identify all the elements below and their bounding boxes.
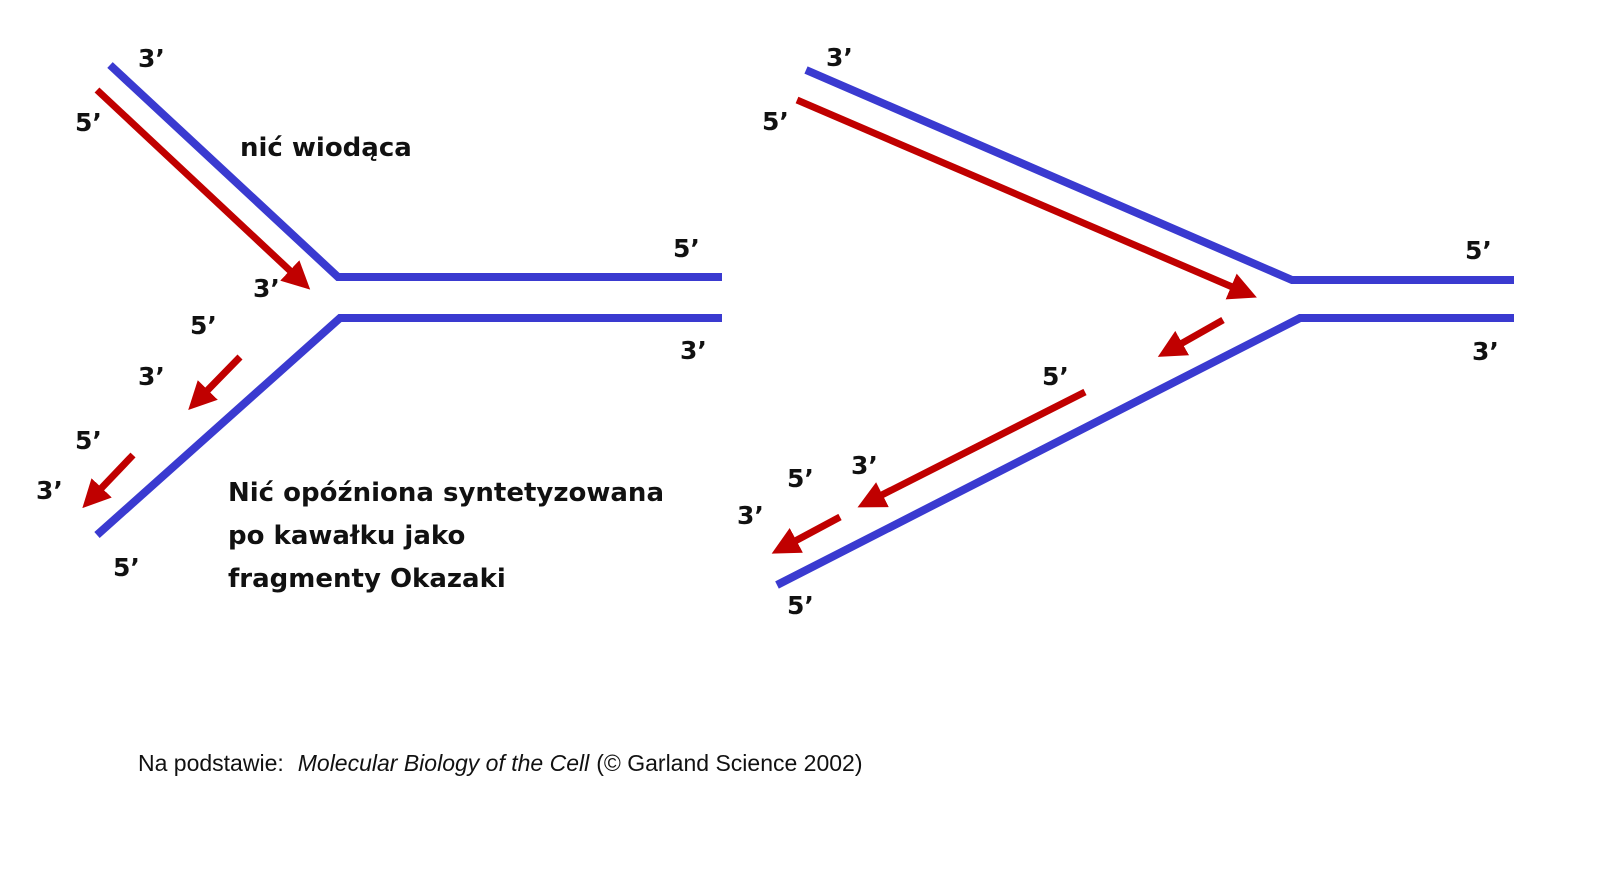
citation-suffix: (© Garland Science 2002) [596,750,862,776]
strand-end-label: 3’ [737,501,764,530]
strand-end-label: 5’ [113,553,140,582]
strand-end-label: 3’ [253,274,280,303]
citation-title: Molecular Biology of the Cell [298,750,590,776]
okazaki-fragment [771,513,842,554]
template-strand [775,314,1514,589]
okazaki-fragment [1157,316,1225,357]
strand-end-label: 5’ [1042,362,1069,391]
okazaki-fragment [82,452,136,509]
template-strand [804,66,1514,284]
strand-end-label: 5’ [762,107,789,136]
leading-strand-label: nić wiodąca [240,133,412,163]
strand-end-label: 5’ [673,234,700,263]
strand-end-label: 5’ [190,311,217,340]
strand-end-label: 3’ [138,362,165,391]
strand-end-label: 3’ [138,44,165,73]
okazaki-fragment [857,388,1087,508]
strand-end-label: 3’ [36,476,63,505]
strand-end-label: 5’ [1465,236,1492,265]
leading-strand-arrow [795,96,1257,300]
lagging-strand-label: Nić opóźniona syntetyzowana [228,478,664,508]
okazaki-fragment [188,354,243,411]
strand-end-label: 5’ [75,108,102,137]
template-strand [94,314,722,538]
citation: Na podstawie: Molecular Biology of the Ce… [138,750,863,776]
strand-end-label: 5’ [787,591,814,620]
strand-end-label: 5’ [787,464,814,493]
strand-end-label: 3’ [851,451,878,480]
citation-prefix: Na podstawie: [138,750,284,776]
strand-end-label: 5’ [75,426,102,455]
strand-end-label: 3’ [680,336,707,365]
strand-end-label: 3’ [826,43,853,72]
leading-strand-arrow [94,87,311,290]
template-strand [107,62,722,281]
strand-end-label: 3’ [1472,337,1499,366]
lagging-strand-label: po kawałku jako [228,521,465,551]
lagging-strand-label: fragmenty Okazaki [228,564,506,594]
